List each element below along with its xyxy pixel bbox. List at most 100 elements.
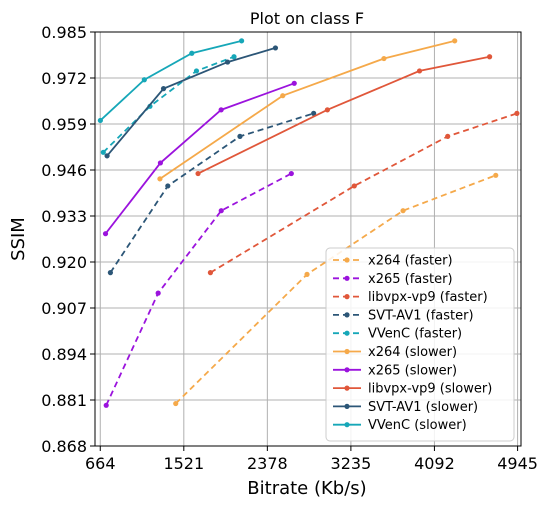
series-line — [197, 55, 490, 175]
legend-item: SVT-AV1 (slower) — [333, 400, 478, 415]
legend-item: SVT-AV1 (faster) — [333, 308, 474, 323]
series-x264-slower — [157, 38, 458, 182]
series-libvpx-vp9-slower — [195, 54, 493, 177]
legend-label: VVenC (faster) — [368, 327, 462, 342]
series-libvpx-vp9-faster — [207, 110, 520, 276]
legend-label: libvpx-vp9 (faster) — [368, 290, 488, 305]
y-tick-label: 0.933 — [41, 207, 87, 226]
series-line — [102, 55, 235, 153]
data-point — [193, 68, 200, 74]
data-point — [487, 54, 493, 60]
legend-label: x265 (slower) — [368, 363, 457, 378]
data-point — [381, 55, 387, 62]
data-point — [102, 231, 109, 237]
y-tick-label: 0.972 — [41, 69, 87, 88]
data-point — [493, 172, 499, 178]
legend-marker — [344, 348, 350, 355]
data-point — [103, 402, 109, 408]
data-point — [155, 290, 161, 296]
data-point — [189, 50, 195, 56]
legend-marker — [344, 312, 350, 318]
data-point — [400, 208, 406, 214]
series-line — [99, 39, 242, 122]
y-tick-label: 0.920 — [41, 253, 87, 272]
data-point — [104, 153, 110, 159]
data-point — [452, 38, 458, 44]
legend-marker — [344, 330, 350, 336]
data-point — [416, 68, 423, 74]
series-line — [104, 82, 295, 235]
data-point — [311, 110, 317, 116]
y-axis-label: SSIM — [8, 217, 29, 261]
y-tick-label: 0.946 — [41, 161, 87, 180]
series-line — [109, 112, 314, 274]
legend-item: libvpx-vp9 (slower) — [333, 382, 492, 397]
plot-frame — [94, 31, 522, 447]
data-point — [272, 45, 279, 51]
data-point — [231, 54, 237, 60]
legend-item: x265 (slower) — [333, 363, 457, 378]
data-point — [280, 93, 286, 99]
series-x264-faster — [173, 172, 499, 407]
y-tick-label: 0.959 — [41, 115, 87, 134]
x-tick-label: 3235 — [331, 454, 372, 473]
series-group — [97, 38, 520, 408]
data-point — [100, 149, 106, 155]
data-point — [224, 59, 231, 65]
data-point — [157, 160, 164, 166]
x-tick-label: 4945 — [497, 454, 538, 473]
legend-box — [325, 247, 515, 442]
legend-item: VVenC (faster) — [333, 327, 462, 342]
data-point — [165, 183, 171, 189]
series-x265-slower — [102, 80, 297, 237]
legend-marker — [344, 275, 350, 281]
data-point — [514, 110, 520, 116]
data-point — [288, 170, 294, 177]
series-svt-av1-faster — [107, 110, 317, 276]
series-line — [159, 39, 455, 180]
legend-item: libvpx-vp9 (faster) — [333, 290, 488, 305]
legend-marker — [344, 385, 350, 391]
legend-marker — [344, 257, 350, 263]
grid — [95, 31, 521, 447]
data-point — [304, 271, 310, 277]
data-point — [218, 107, 224, 113]
legend-label: VVenC (slower) — [368, 418, 467, 433]
data-point — [324, 107, 330, 113]
data-point — [237, 133, 243, 139]
legend-item: x265 (faster) — [333, 272, 453, 287]
series-vvenc-slower — [97, 38, 245, 124]
y-tick-label: 0.881 — [41, 391, 87, 410]
axes: 664 1521 2378 3235 4092 4945 0.868 0.881 0.894 0.… — [41, 23, 538, 473]
legend-label: x265 (faster) — [368, 272, 453, 287]
y-tick-label: 0.907 — [41, 299, 87, 318]
series-line — [209, 112, 518, 274]
data-point — [218, 208, 224, 214]
x-tick-label: 2378 — [247, 454, 288, 473]
y-tick-label: 0.894 — [41, 345, 87, 364]
legend-marker — [344, 367, 350, 373]
legend-label: x264 (slower) — [368, 345, 457, 360]
chart-title: Plot on class F — [250, 9, 364, 28]
legend-label: SVT-AV1 (slower) — [368, 400, 478, 415]
legend-label: SVT-AV1 (faster) — [368, 308, 474, 323]
data-point — [207, 270, 214, 276]
data-point — [97, 117, 103, 124]
series-line — [105, 172, 292, 406]
data-point — [445, 133, 451, 139]
data-point — [160, 86, 167, 92]
x-tick-label: 664 — [85, 454, 116, 473]
series-x265-faster — [103, 170, 294, 408]
legend-item: VVenC (slower) — [333, 418, 467, 433]
x-axis-label: Bitrate (Kb/s) — [247, 478, 366, 499]
data-point — [239, 38, 245, 44]
legend-marker — [344, 422, 350, 428]
legend-item: x264 (slower) — [333, 345, 457, 360]
legend: x264 (faster) x265 (faster) libvpx-vp9 (fa… — [325, 247, 515, 442]
y-tick-label: 0.868 — [41, 437, 87, 456]
data-point — [173, 400, 179, 407]
series-line — [106, 47, 276, 157]
y-tick-label: 0.985 — [41, 23, 87, 42]
legend-marker — [344, 403, 350, 409]
